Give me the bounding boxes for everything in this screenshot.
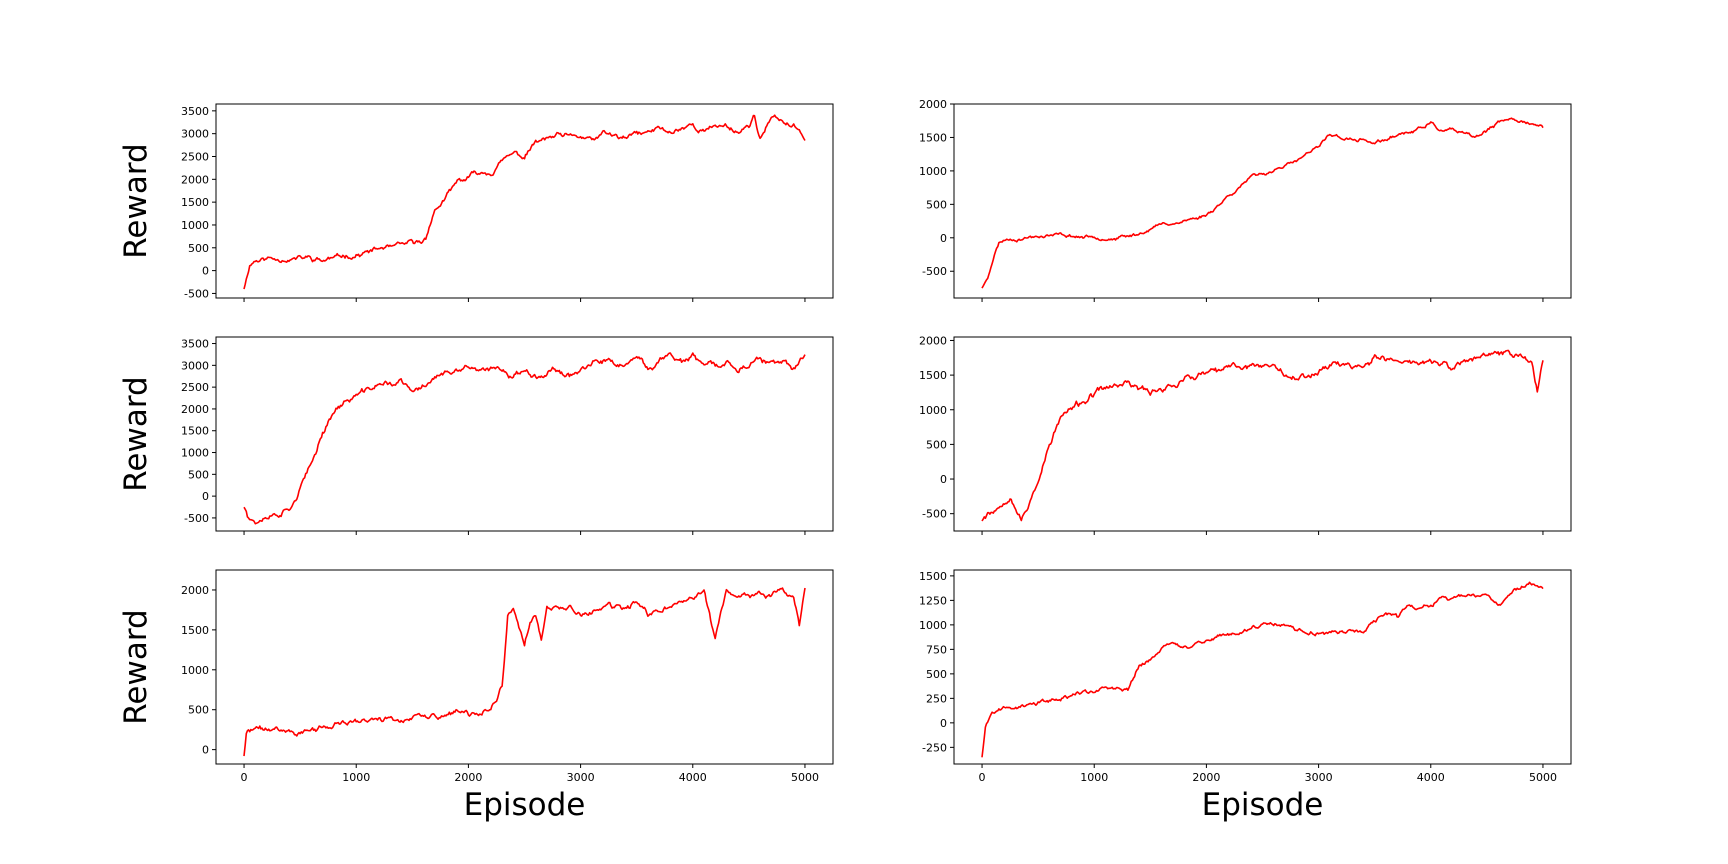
y-tick-label: 1000	[919, 165, 947, 178]
x-tick-label: 4000	[679, 771, 707, 784]
reward-series-line	[243, 114, 806, 290]
y-tick-label: 0	[940, 473, 947, 486]
y-tick-label: 500	[188, 242, 209, 255]
subplot-r3-c1: 0 500 1000 1500 2000 0 1000 2000 3000 4000 5000 Rew…	[118, 569, 834, 823]
y-tick-label: 2000	[181, 403, 209, 416]
y-tick-label: 1250	[919, 594, 947, 607]
y-tick-label: -500	[184, 512, 209, 525]
y-tick-label: 1000	[181, 664, 209, 677]
x-tick-label: 5000	[1529, 771, 1557, 784]
plot-frame	[215, 103, 834, 299]
y-tick-label: 0	[940, 232, 947, 245]
y-tick-label: 1500	[181, 624, 209, 637]
y-tick-label: -500	[922, 508, 947, 521]
y-tick-label: 2000	[181, 584, 209, 597]
plot-frame	[953, 569, 1572, 765]
y-tick-label: 1000	[919, 619, 947, 632]
y-axis-title: Reward	[118, 376, 154, 491]
reward-series-line	[243, 587, 806, 757]
x-tick-label: 0	[241, 771, 248, 784]
y-tick-label: 0	[202, 744, 209, 757]
x-tick-label: 1000	[342, 771, 370, 784]
y-tick-label: 1000	[181, 219, 209, 232]
y-tick-label: 2000	[919, 334, 947, 347]
y-tick-label: 2500	[181, 150, 209, 163]
y-tick-label: 1500	[181, 425, 209, 438]
y-tick-label: 0	[940, 717, 947, 730]
plot-frame	[953, 336, 1572, 532]
y-tick-label: 1500	[919, 369, 947, 382]
x-tick-label: 5000	[791, 771, 819, 784]
y-tick-label: 3000	[181, 359, 209, 372]
reward-series-line	[981, 349, 1544, 522]
y-tick-label: 3500	[181, 338, 209, 351]
y-tick-label: 3000	[181, 128, 209, 141]
y-tick-label: 2000	[181, 173, 209, 186]
y-tick-label: 1500	[919, 570, 947, 583]
y-tick-label: 0	[202, 490, 209, 503]
y-tick-label: 500	[188, 704, 209, 717]
y-tick-label: 500	[926, 668, 947, 681]
plot-frame	[215, 336, 834, 532]
subplot-r2-c1: -500 0 500 1000 1500 2000 2500 3000 3500 Reward	[118, 336, 834, 535]
y-tick-label: 3500	[181, 105, 209, 118]
reward-series-line	[981, 581, 1544, 758]
y-tick-label: -500	[922, 265, 947, 278]
x-tick-label: 3000	[1305, 771, 1333, 784]
subplot-r1-c1: -500 0 500 1000 1500 2000 2500 3000 3500 Reward	[118, 103, 834, 302]
x-axis-title: Episode	[464, 787, 586, 823]
y-axis-title: Reward	[118, 609, 154, 724]
x-tick-label: 2000	[1192, 771, 1220, 784]
plot-frame	[215, 569, 834, 765]
y-tick-label: 750	[926, 643, 947, 656]
y-tick-label: 1500	[181, 196, 209, 209]
y-tick-label: 500	[926, 438, 947, 451]
x-tick-label: 1000	[1080, 771, 1108, 784]
y-tick-label: 500	[188, 468, 209, 481]
y-tick-label: 1500	[919, 131, 947, 144]
y-tick-label: 0	[202, 265, 209, 278]
y-tick-label: 1000	[919, 404, 947, 417]
subplot-r3-c2: -250 0 250 500 750 1000 1250 1500 0 1000 2000 3000 4…	[919, 569, 1572, 823]
subplot-r1-c2: -500 0 500 1000 1500 2000	[919, 98, 1572, 302]
x-axis-title: Episode	[1202, 787, 1324, 823]
x-tick-label: 0	[979, 771, 986, 784]
y-tick-label: -250	[922, 741, 947, 754]
x-tick-label: 4000	[1417, 771, 1445, 784]
plot-frame	[953, 103, 1572, 299]
reward-series-line	[981, 117, 1544, 289]
y-tick-label: 250	[926, 692, 947, 705]
x-tick-label: 3000	[567, 771, 595, 784]
y-tick-label: 1000	[181, 447, 209, 460]
y-tick-label: 500	[926, 198, 947, 211]
x-tick-label: 2000	[454, 771, 482, 784]
y-tick-label: -500	[184, 287, 209, 300]
reward-series-line	[243, 352, 806, 525]
subplot-r2-c2: -500 0 500 1000 1500 2000	[919, 334, 1572, 535]
y-axis-title: Reward	[118, 143, 154, 258]
y-tick-label: 2500	[181, 381, 209, 394]
y-tick-label: 2000	[919, 98, 947, 111]
